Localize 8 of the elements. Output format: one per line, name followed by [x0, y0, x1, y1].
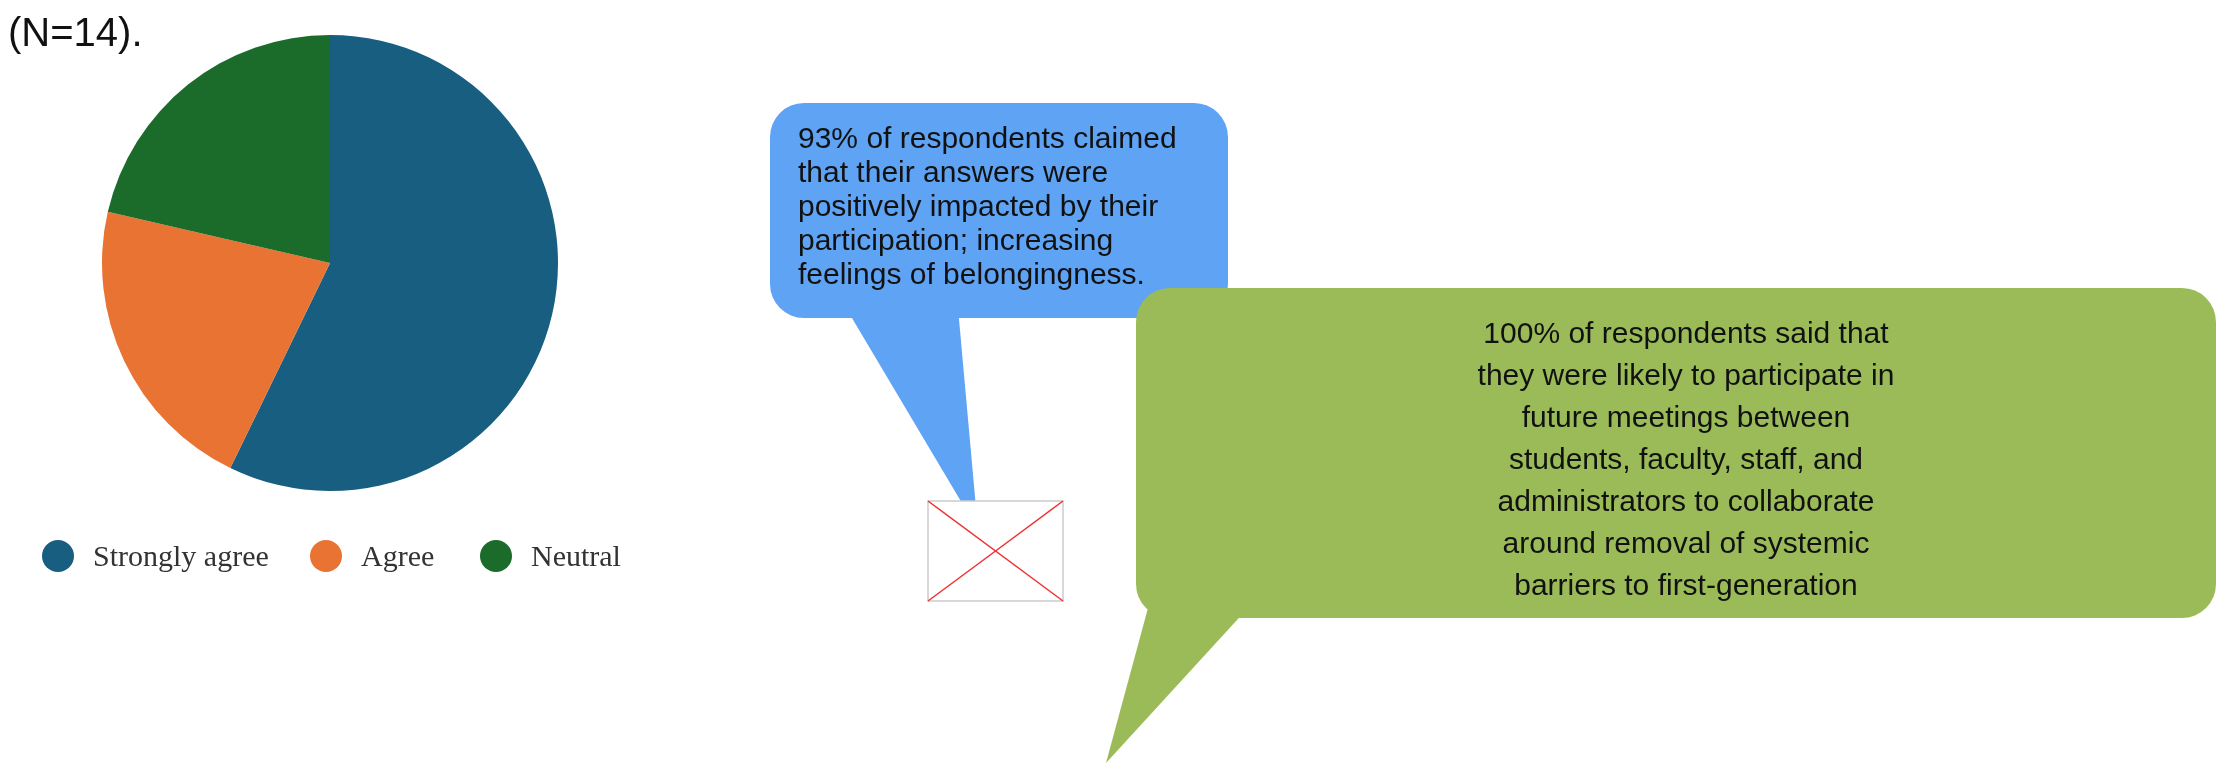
pie-slice [230, 35, 558, 491]
legend-label: Neutral [531, 539, 621, 572]
legend-label: Strongly agree [93, 539, 269, 572]
text: 100% of respondents said that they were likely to participate in future meetings between students, faculty, staff, and administrators to collaborate around removal of systemic barriers to first-generation [1477, 316, 1895, 601]
legend-label: Agree [361, 539, 435, 572]
text: 93% of respondents claimed that their answers were positively impacted by their participation; increasing feelings of belongingness. [798, 121, 1177, 290]
chart-title: (N=14). [8, 10, 143, 54]
pie-slice [102, 211, 330, 469]
